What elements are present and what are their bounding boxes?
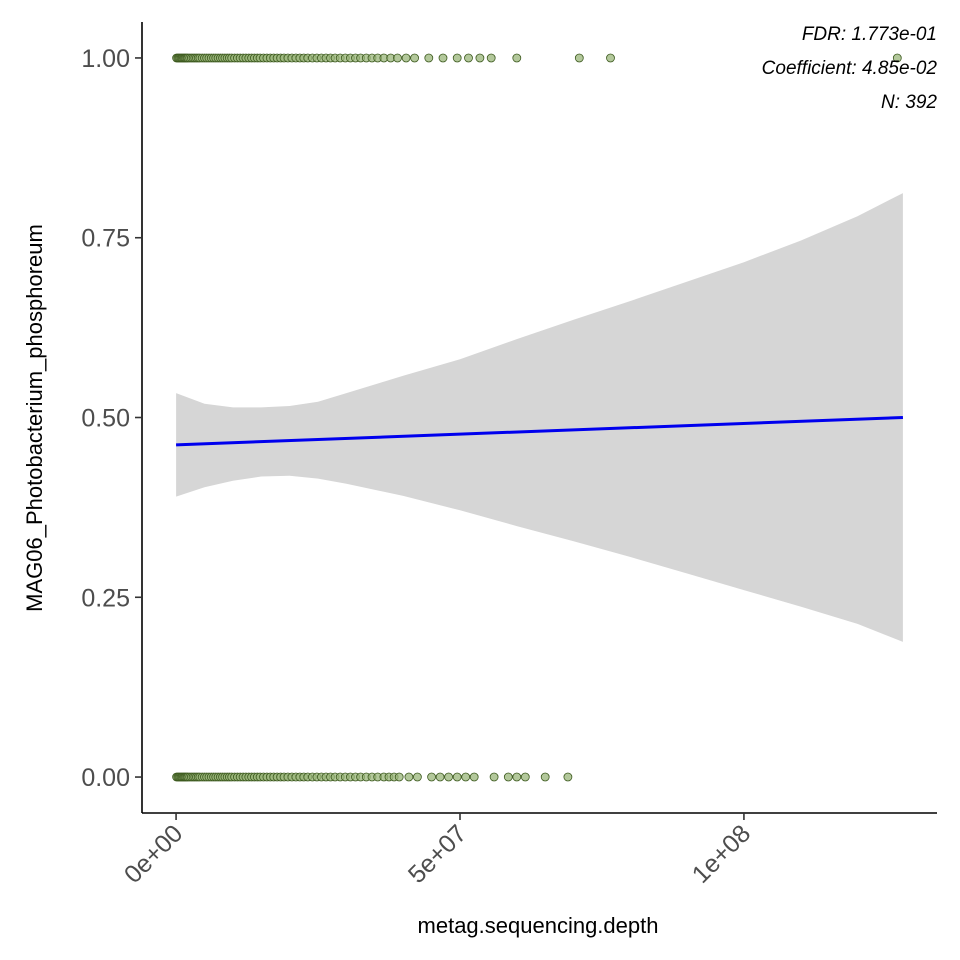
- data-point-y0: [489, 772, 499, 782]
- data-point-y1: [512, 53, 522, 63]
- data-point-y1: [475, 53, 485, 63]
- x-tick-label: 5e+07: [403, 819, 472, 888]
- fit-line: [176, 416, 903, 447]
- data-point-y1: [401, 53, 411, 63]
- data-point-y0: [503, 772, 513, 782]
- x-tick-label: 0e+00: [119, 819, 188, 888]
- data-point-y0: [435, 772, 445, 782]
- data-point-y0: [394, 772, 404, 782]
- data-point-y1: [438, 53, 448, 63]
- data-point-y0: [512, 772, 522, 782]
- y-tick-label: 1.00: [81, 45, 130, 73]
- points-layer: [172, 53, 902, 782]
- fit-line-layer: [176, 416, 903, 447]
- x-tick-label: 1e+08: [687, 819, 756, 888]
- data-point-y0: [444, 772, 454, 782]
- y-tick-label: 0.50: [81, 405, 130, 433]
- confidence-ribbon-layer: [176, 193, 903, 642]
- confidence-ribbon: [176, 193, 903, 642]
- data-point-y1: [464, 53, 473, 63]
- y-tick-label: 0.75: [81, 225, 130, 253]
- y-tick-label: 0.00: [81, 764, 130, 792]
- data-point-y0: [427, 772, 437, 782]
- data-point-y1: [486, 53, 496, 63]
- data-point-y1: [410, 53, 420, 63]
- data-point-y0: [412, 772, 422, 782]
- data-point-y1: [892, 53, 902, 63]
- y-axis-title: MAG06_Photobacterium_phosphoreum: [22, 224, 47, 612]
- data-point-y0: [452, 772, 462, 782]
- annotation-n: N: 392: [881, 92, 937, 113]
- data-point-y0: [540, 772, 550, 782]
- data-point-y1: [452, 53, 462, 63]
- data-point-y0: [461, 772, 471, 782]
- annotation-fdr: FDR: 1.773e-01: [802, 24, 937, 45]
- data-point-y0: [404, 772, 414, 782]
- data-point-y0: [469, 772, 479, 782]
- y-tick-label: 0.25: [81, 584, 130, 612]
- data-point-y1: [424, 53, 434, 63]
- data-point-y1: [393, 53, 402, 63]
- data-point-y0: [520, 772, 530, 782]
- data-point-y0: [563, 772, 573, 782]
- data-point-y1: [574, 53, 584, 63]
- x-axis-title: metag.sequencing.depth: [418, 913, 659, 938]
- data-point-y1: [606, 53, 615, 63]
- annotation-coefficient: Coefficient: 4.85e-02: [762, 58, 938, 79]
